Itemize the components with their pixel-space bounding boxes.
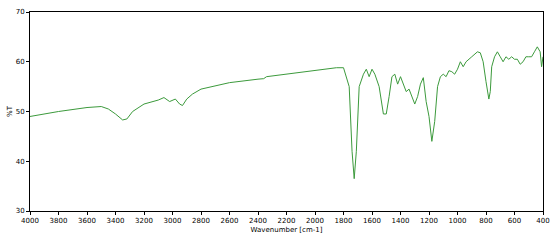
svg-text:60: 60 [16, 58, 25, 66]
svg-text:4000: 4000 [21, 217, 39, 225]
svg-text:400: 400 [536, 217, 549, 225]
svg-text:800: 800 [479, 217, 492, 225]
svg-text:3400: 3400 [107, 217, 125, 225]
svg-text:2400: 2400 [249, 217, 267, 225]
svg-text:600: 600 [508, 217, 521, 225]
svg-text:1400: 1400 [392, 217, 410, 225]
svg-text:2200: 2200 [278, 217, 296, 225]
svg-text:70: 70 [16, 8, 25, 16]
svg-text:3600: 3600 [78, 217, 96, 225]
svg-text:50: 50 [16, 108, 25, 116]
svg-text:40: 40 [16, 158, 25, 166]
svg-text:1800: 1800 [335, 217, 353, 225]
svg-text:30: 30 [16, 207, 25, 215]
svg-text:2600: 2600 [221, 217, 239, 225]
svg-text:1600: 1600 [363, 217, 381, 225]
svg-text:3200: 3200 [135, 217, 153, 225]
svg-text:%T: %T [6, 105, 14, 117]
svg-text:1200: 1200 [420, 217, 438, 225]
svg-text:2000: 2000 [306, 217, 324, 225]
svg-text:Wavenumber [cm-1]: Wavenumber [cm-1] [251, 226, 323, 234]
svg-text:3800: 3800 [50, 217, 68, 225]
svg-text:2800: 2800 [192, 217, 210, 225]
svg-text:1000: 1000 [449, 217, 467, 225]
svg-text:3000: 3000 [164, 217, 182, 225]
